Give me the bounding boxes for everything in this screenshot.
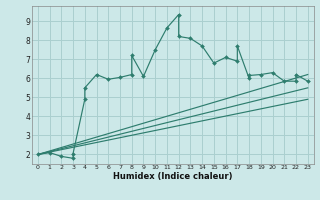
X-axis label: Humidex (Indice chaleur): Humidex (Indice chaleur) xyxy=(113,172,233,181)
